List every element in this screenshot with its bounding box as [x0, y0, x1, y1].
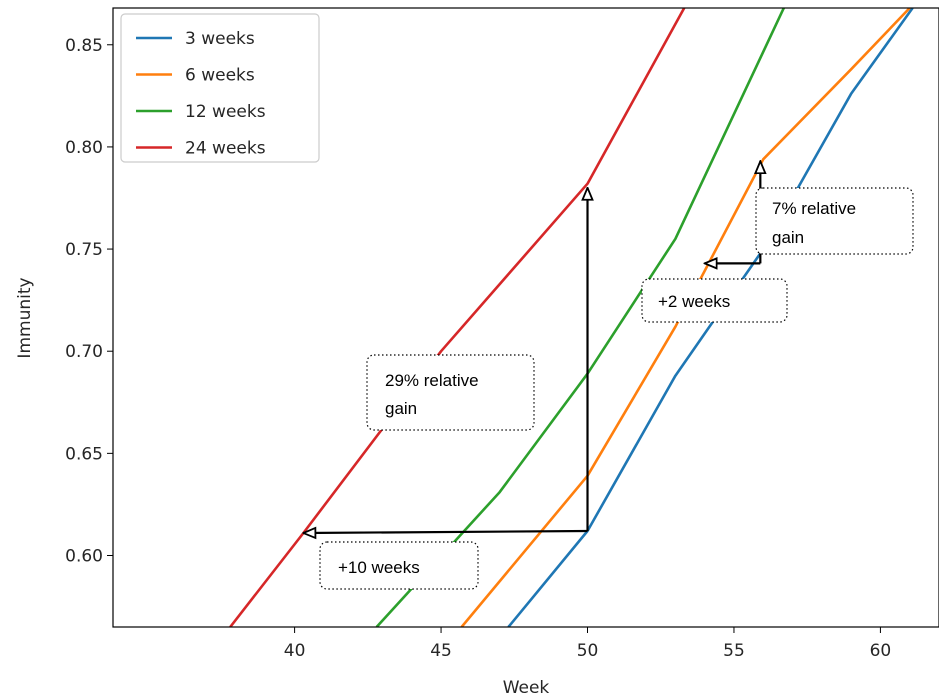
y-tick-label: 0.70: [65, 342, 103, 362]
annotation-29pct: 29% relative gain: [366, 354, 535, 431]
annotation-plus10-line1: +10 weeks: [338, 558, 420, 577]
annotation-7pct-line1: 7% relative: [772, 199, 856, 218]
annotation-plus2-line1: +2 weeks: [658, 292, 730, 311]
legend-label: 24 weeks: [185, 139, 266, 159]
y-tick-label: 0.80: [65, 138, 103, 158]
series-line-6-weeks: [460, 8, 911, 627]
y-axis-ticks: 0.60 0.65 0.70 0.75 0.80 0.85: [65, 36, 113, 566]
y-tick-label: 0.65: [65, 444, 103, 464]
annotation-plus2: +2 weeks: [641, 278, 788, 323]
y-tick-label: 0.75: [65, 240, 103, 260]
x-tick-label: 55: [723, 641, 745, 661]
annotation-7pct: 7% relative gain: [755, 187, 914, 255]
x-tick-label: 50: [577, 641, 599, 661]
legend-label: 12 weeks: [185, 102, 266, 122]
y-tick-label: 0.60: [65, 546, 103, 566]
annotation-29pct-line1: 29% relative: [385, 371, 479, 390]
series-layer: [229, 8, 914, 627]
x-axis-label: Week: [503, 678, 550, 697]
y-tick-label: 0.85: [65, 36, 103, 56]
plot-frame: [112, 7, 939, 628]
annotation-29pct-line2: gain: [385, 399, 417, 418]
annotation-plus10: +10 weeks: [319, 541, 479, 590]
y-axis-label: Immunity: [15, 277, 35, 358]
x-tick-label: 45: [430, 641, 452, 661]
annotation-7pct-line2: gain: [772, 228, 804, 247]
annotation-arrows: [303, 161, 760, 533]
x-tick-label: 40: [284, 641, 306, 661]
legend: 3 weeks 6 weeks 12 weeks 24 weeks: [120, 13, 320, 163]
legend-label: 6 weeks: [185, 66, 255, 86]
annotation-boxes: 29% relative gain +10 weeks 7% relative …: [319, 187, 914, 590]
legend-label: 3 weeks: [185, 29, 255, 49]
series-line-24-weeks: [229, 8, 686, 627]
legend-box: [120, 13, 320, 163]
annotation-arrow: [303, 531, 588, 533]
x-axis-ticks: 40 45 50 55 60: [284, 627, 891, 661]
x-tick-label: 60: [870, 641, 892, 661]
